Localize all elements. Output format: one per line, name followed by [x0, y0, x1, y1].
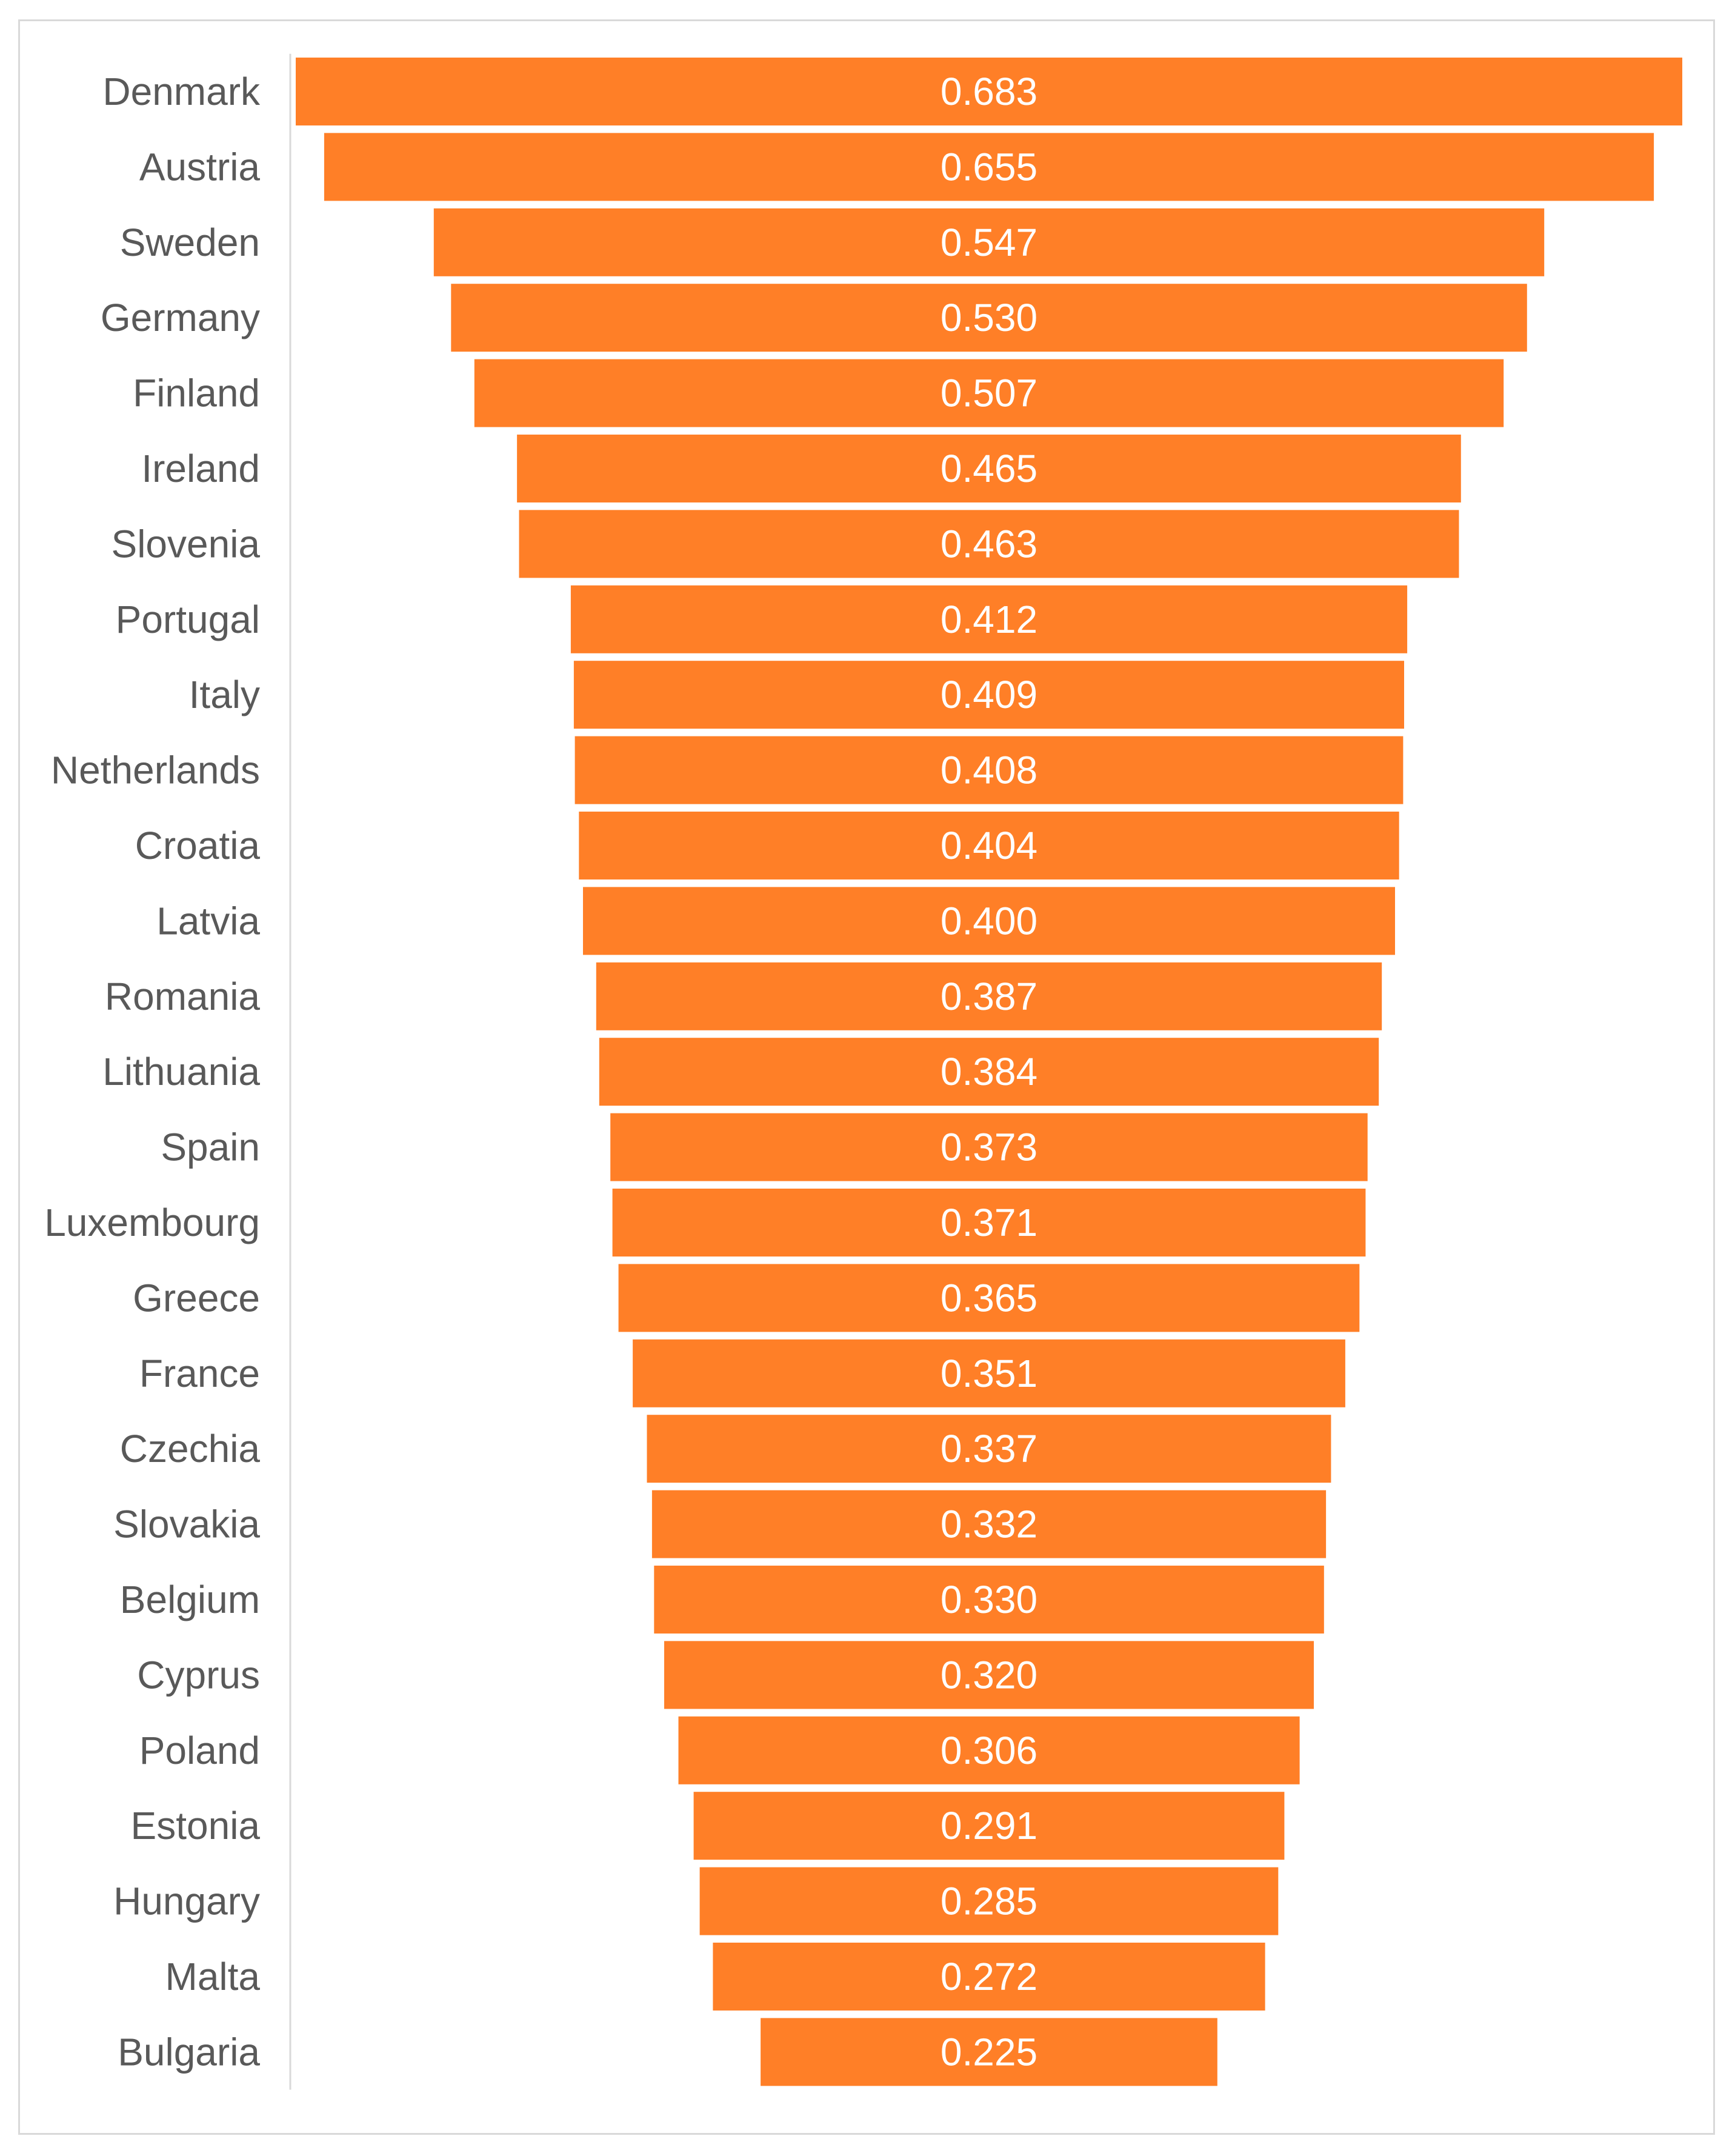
- category-label: Slovakia: [113, 1503, 260, 1546]
- category-label: Denmark: [102, 70, 261, 113]
- value-label: 0.373: [941, 1126, 1037, 1169]
- bar-luxembourg: [612, 1189, 1366, 1257]
- bar-netherlands: [574, 736, 1404, 804]
- category-label: Croatia: [135, 824, 261, 867]
- value-label: 0.330: [941, 1578, 1037, 1621]
- category-labels-group: Denmark Austria Sweden Germany Finland Irelan…: [44, 70, 261, 2074]
- bar-croatia: [579, 812, 1399, 879]
- value-label: 0.306: [941, 1729, 1037, 1772]
- bar-spain: [610, 1113, 1368, 1181]
- category-label: Latvia: [156, 899, 260, 943]
- bar-latvia: [583, 887, 1395, 955]
- category-label: Hungary: [113, 1880, 260, 1923]
- value-label: 0.409: [941, 673, 1037, 716]
- chart-frame: Denmark Austria Sweden Germany Finland Irelan…: [18, 19, 1715, 2135]
- category-label: France: [139, 1352, 260, 1395]
- category-label: Finland: [133, 372, 260, 415]
- category-label: Greece: [133, 1276, 260, 1320]
- bar-germany: [451, 284, 1527, 352]
- bar-romania: [596, 962, 1382, 1030]
- category-label: Malta: [165, 1955, 261, 1998]
- category-label: Austria: [139, 145, 261, 189]
- category-label: Cyprus: [137, 1653, 260, 1697]
- bar-poland: [678, 1716, 1300, 1784]
- bar-ireland: [517, 435, 1461, 502]
- value-label: 0.320: [941, 1653, 1037, 1697]
- value-label: 0.683: [941, 70, 1037, 113]
- category-label: Ireland: [141, 447, 260, 490]
- value-label: 0.547: [941, 221, 1037, 264]
- bar-greece: [618, 1264, 1360, 1332]
- category-label: Netherlands: [51, 749, 260, 792]
- value-label: 0.337: [941, 1427, 1037, 1470]
- bar-czechia: [647, 1415, 1331, 1483]
- value-label: 0.463: [941, 522, 1037, 566]
- category-label: Lithuania: [102, 1050, 260, 1093]
- bar-sweden: [433, 208, 1545, 276]
- category-label: Slovenia: [112, 522, 261, 566]
- bar-slovenia: [519, 510, 1459, 578]
- bar-bulgaria: [761, 2018, 1217, 2086]
- value-label: 0.285: [941, 1880, 1037, 1923]
- bar-lithuania: [599, 1038, 1379, 1106]
- category-label: Italy: [189, 673, 260, 716]
- bar-belgium: [654, 1566, 1324, 1634]
- bar-estonia: [693, 1792, 1285, 1860]
- value-label: 0.272: [941, 1955, 1037, 1998]
- category-label: Germany: [101, 296, 260, 339]
- value-label: 0.404: [941, 824, 1037, 867]
- category-label: Portugal: [116, 598, 260, 641]
- value-label: 0.365: [941, 1276, 1037, 1320]
- value-label: 0.530: [941, 296, 1037, 339]
- category-label: Bulgaria: [118, 2030, 260, 2074]
- value-label: 0.400: [941, 899, 1037, 943]
- bar-france: [633, 1339, 1345, 1407]
- value-label: 0.387: [941, 975, 1037, 1018]
- value-label: 0.351: [941, 1352, 1037, 1395]
- category-label: Czechia: [120, 1427, 261, 1470]
- category-label: Spain: [161, 1126, 260, 1169]
- category-label: Belgium: [120, 1578, 260, 1621]
- value-label: 0.408: [941, 749, 1037, 792]
- value-label: 0.371: [941, 1201, 1037, 1244]
- category-label: Estonia: [131, 1804, 261, 1847]
- category-label: Sweden: [120, 221, 260, 264]
- funnel-bar-chart: Denmark Austria Sweden Germany Finland Irelan…: [44, 53, 1682, 2090]
- bar-hungary: [699, 1867, 1279, 1935]
- value-labels-group: 0.683 0.655 0.547 0.530 0.507 0.465 0.463 0.412…: [941, 70, 1037, 2074]
- bar-slovakia: [651, 1490, 1327, 1558]
- bar-denmark: [296, 58, 1682, 125]
- category-label: Luxembourg: [44, 1201, 260, 1244]
- bar-finland: [474, 359, 1504, 427]
- value-label: 0.655: [941, 145, 1037, 189]
- category-label: Romania: [105, 975, 261, 1018]
- category-label: Poland: [139, 1729, 260, 1772]
- value-label: 0.225: [941, 2030, 1037, 2074]
- bars-group: [296, 58, 1682, 2086]
- value-label: 0.291: [941, 1804, 1037, 1847]
- bar-austria: [324, 133, 1654, 201]
- value-label: 0.507: [941, 372, 1037, 415]
- bar-portugal: [570, 585, 1408, 653]
- bar-italy: [573, 661, 1404, 729]
- value-label: 0.465: [941, 447, 1037, 490]
- value-label: 0.332: [941, 1503, 1037, 1546]
- bar-malta: [713, 1943, 1265, 2011]
- bar-cyprus: [664, 1641, 1314, 1709]
- value-label: 0.412: [941, 598, 1037, 641]
- value-label: 0.384: [941, 1050, 1037, 1093]
